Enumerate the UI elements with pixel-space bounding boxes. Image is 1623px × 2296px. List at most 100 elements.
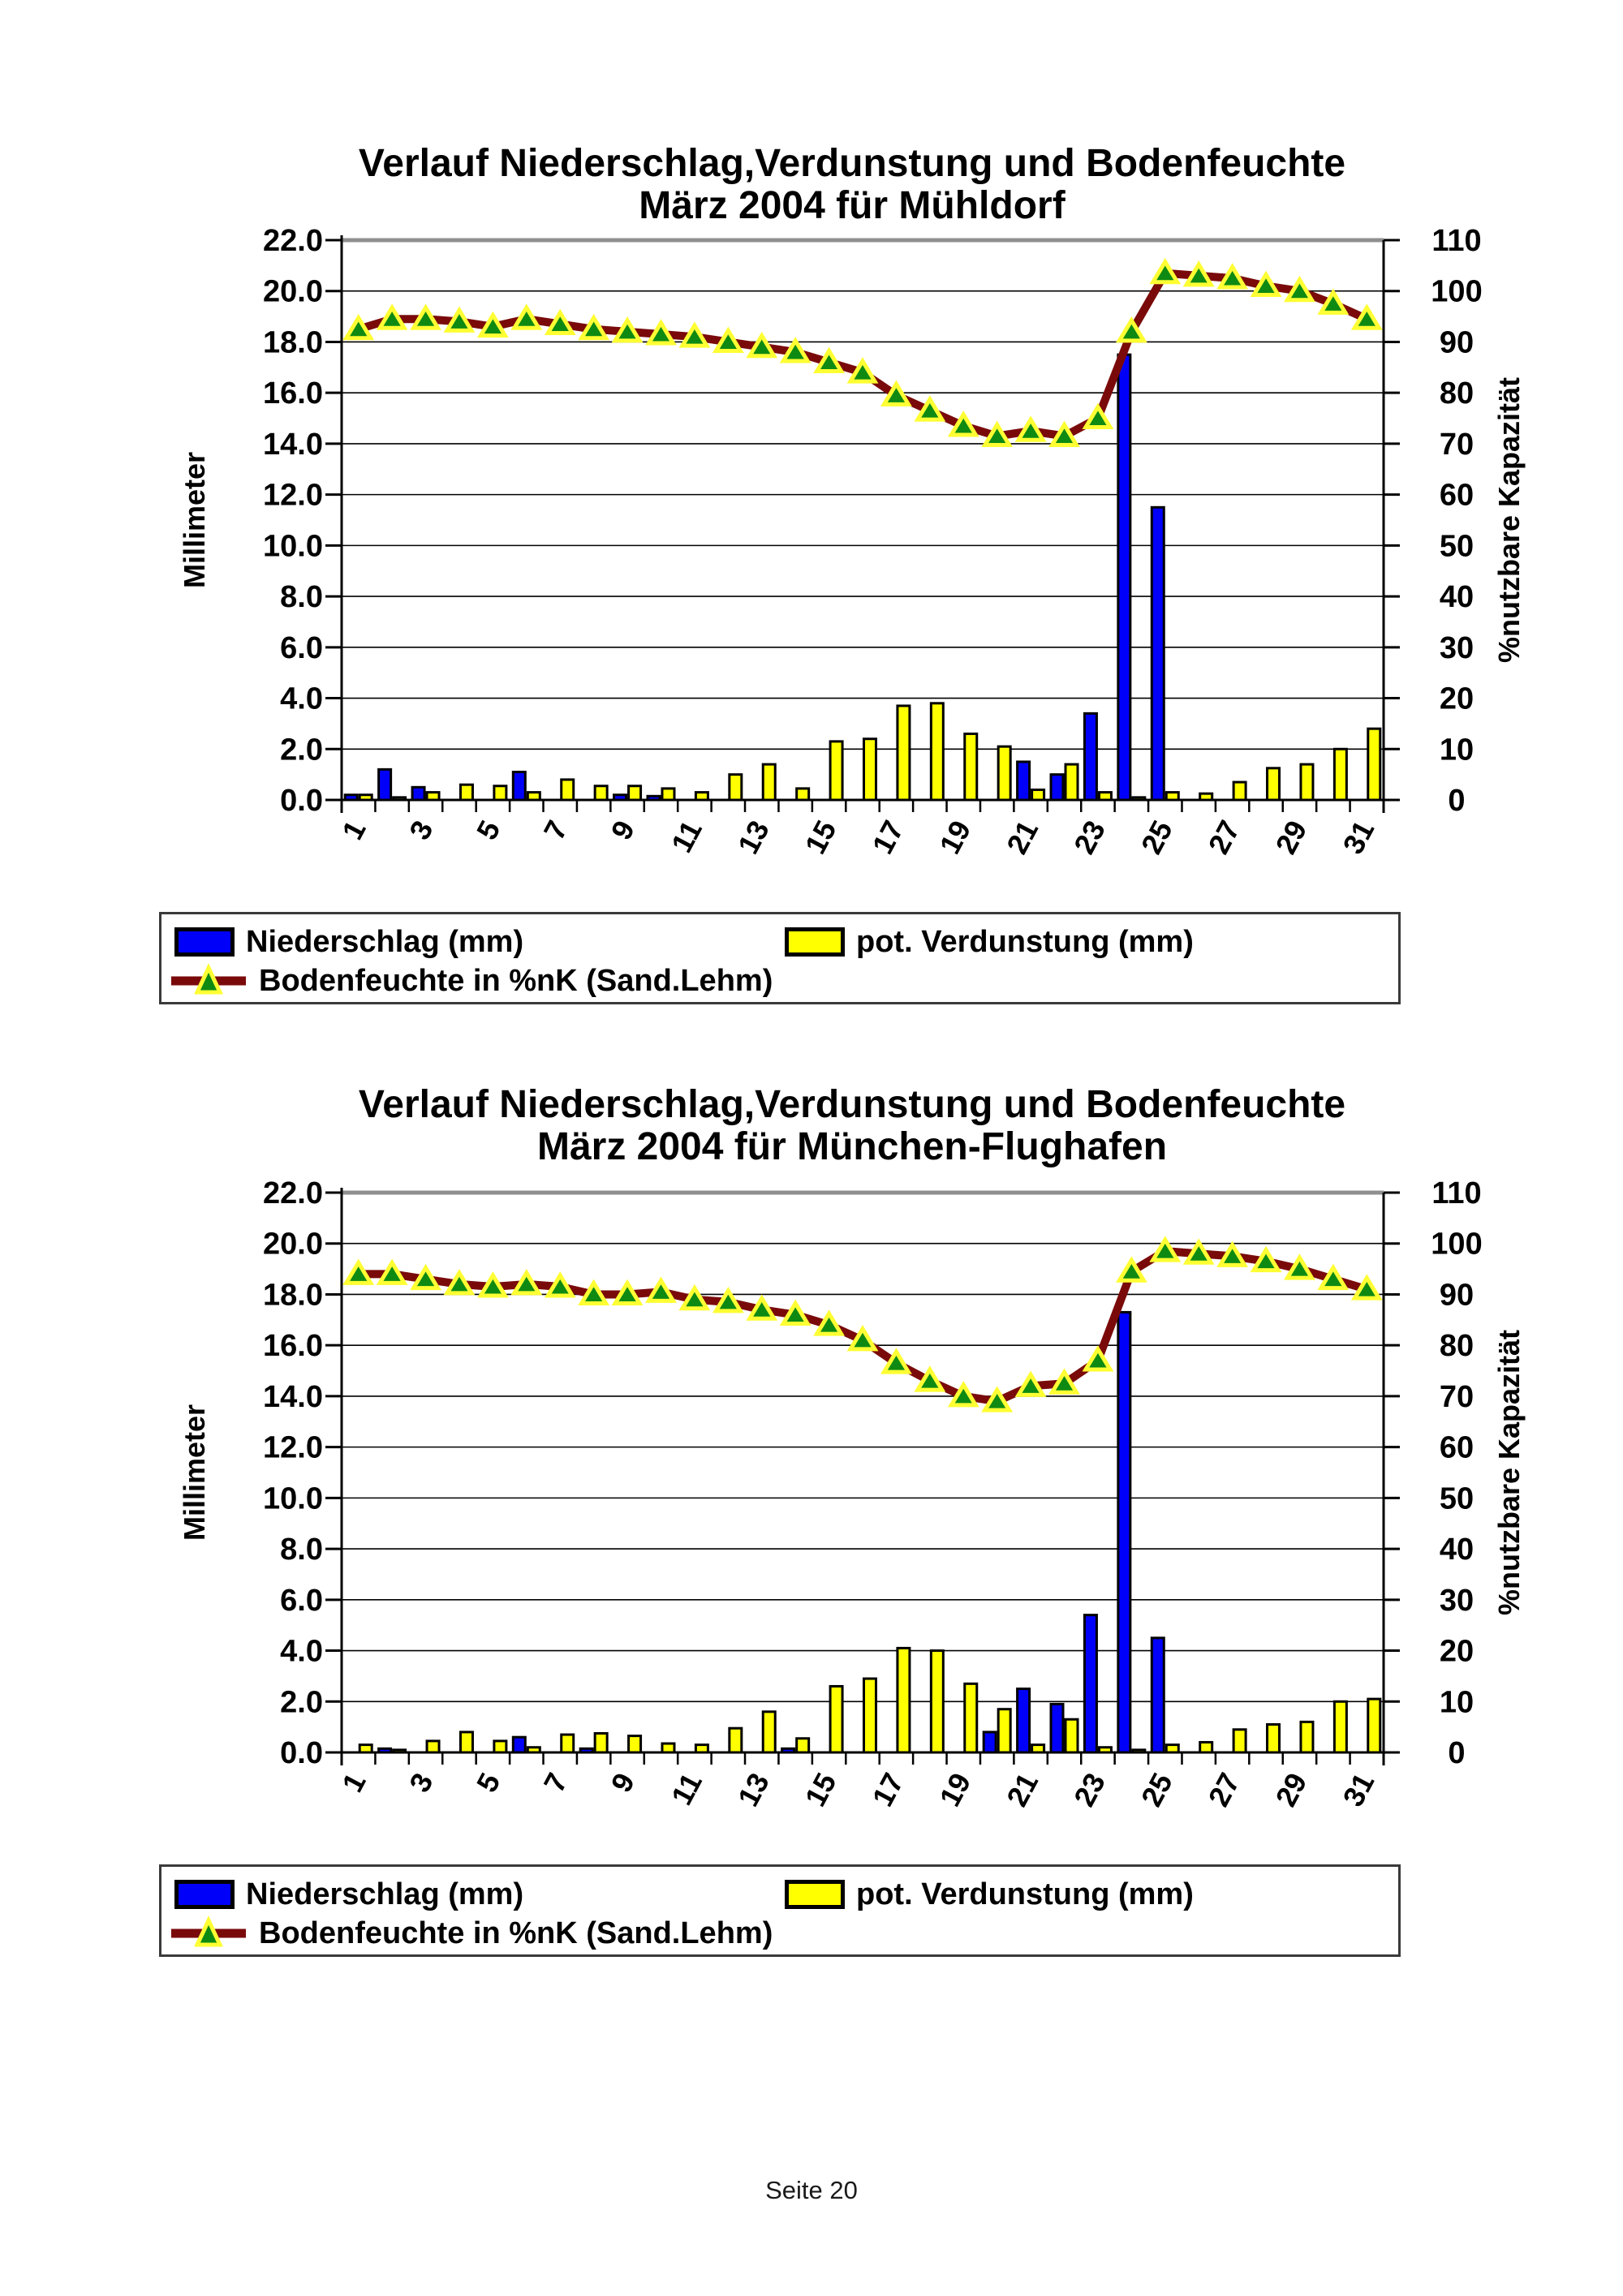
bodenfeuchte-marker-day-29 xyxy=(1284,1253,1315,1280)
right-axis-tick-label: 80 xyxy=(1440,376,1474,411)
verdunstung-bar-day-20 xyxy=(997,745,1012,802)
bodenfeuchte-marker-day-3 xyxy=(410,1263,441,1291)
verdunstung-bar-day-12 xyxy=(728,1726,743,1754)
right-axis-tick-label: 20 xyxy=(1440,1635,1474,1669)
niederschlag-bar-day-21 xyxy=(1016,760,1031,802)
right-axis-tick-label: 70 xyxy=(1440,428,1474,462)
right-axis-tick-label: 40 xyxy=(1440,1533,1474,1567)
bodenfeuchte-marker-day-17 xyxy=(880,1348,912,1374)
niederschlag-bar-day-24 xyxy=(1117,353,1132,802)
x-tick-label-21: 21 xyxy=(1000,1768,1044,1812)
right-axis-tick-label: 30 xyxy=(1440,631,1474,665)
left-axis-tick-label: 4.0 xyxy=(280,682,323,716)
bodenfeuchte-marker-day-31 xyxy=(1350,303,1383,330)
verdunstung-bar-day-16 xyxy=(863,1677,877,1754)
legend-label: pot. Verdunstung (mm) xyxy=(856,1877,1194,1911)
bodenfeuchte-marker-day-20 xyxy=(981,1386,1014,1412)
legend-label: pot. Verdunstung (mm) xyxy=(856,924,1194,959)
bodenfeuchte-marker-day-19 xyxy=(947,411,979,437)
x-tick-label-5: 5 xyxy=(470,815,507,845)
legend-item-1: Niederschlag (mm) xyxy=(174,924,523,960)
bodenfeuchte-marker-day-6 xyxy=(510,1269,543,1296)
verdunstung-bar-day-12 xyxy=(728,773,743,802)
verdunstung-bar-day-29 xyxy=(1299,1720,1315,1754)
bodenfeuchte-marker-day-1 xyxy=(342,313,375,341)
left-axis-tick-label: 12.0 xyxy=(263,479,323,513)
bodenfeuchte-marker-day-23 xyxy=(1082,1345,1114,1372)
bodenfeuchte-marker-day-25 xyxy=(1149,257,1182,285)
left-axis-tick-label: 2.0 xyxy=(280,1685,323,1719)
bodenfeuchte-marker-day-8 xyxy=(578,313,610,341)
legend-line-marker-icon xyxy=(170,1915,248,1951)
verdunstung-bar-day-9 xyxy=(627,785,643,802)
x-tick-label-13: 13 xyxy=(731,815,776,860)
legend-triangle xyxy=(194,963,223,995)
bodenfeuchte-marker-day-5 xyxy=(476,311,509,338)
niederschlag-bar-day-22 xyxy=(1049,773,1065,802)
left-axis-tick-label: 16.0 xyxy=(263,1329,323,1363)
bodenfeuchte-marker-day-16 xyxy=(846,357,879,384)
verdunstung-bar-day-19 xyxy=(963,1682,979,1754)
bodenfeuchte-marker-day-15 xyxy=(813,1309,845,1336)
niederschlag-bar-day-2 xyxy=(377,767,393,802)
left-axis-title: Millimeter xyxy=(178,1404,211,1541)
x-tick-label-1: 1 xyxy=(335,1768,372,1798)
x-tick-label-17: 17 xyxy=(865,1768,910,1812)
x-tick-label-15: 15 xyxy=(799,815,843,860)
left-axis-tick-label: 20.0 xyxy=(263,1228,323,1262)
bodenfeuchte-marker-day-23 xyxy=(1082,402,1114,430)
niederschlag-bar-day-20 xyxy=(982,1731,997,1754)
bodenfeuchte-marker-day-21 xyxy=(1014,415,1047,442)
niederschlag-bar-day-3 xyxy=(411,785,426,802)
bodenfeuchte-marker-day-12 xyxy=(712,326,744,353)
right-axis-tick-label: 60 xyxy=(1440,1431,1474,1465)
bodenfeuchte-marker-day-17 xyxy=(880,380,912,406)
legend-swatch-icon xyxy=(174,1880,235,1909)
legend-label: Bodenfeuchte in %nK (Sand.Lehm) xyxy=(259,963,773,998)
verdunstung-bar-day-29 xyxy=(1299,763,1315,802)
bodenfeuchte-marker-day-18 xyxy=(914,395,946,422)
bodenfeuchte-marker-day-27 xyxy=(1216,1240,1249,1267)
right-axis-tick-label: 110 xyxy=(1431,224,1481,258)
x-tick-label-25: 25 xyxy=(1134,815,1179,860)
legend-item-3: Bodenfeuchte in %nK (Sand.Lehm) xyxy=(170,1915,773,1951)
left-axis-tick-label: 20.0 xyxy=(263,275,323,309)
bodenfeuchte-marker-day-2 xyxy=(376,1258,408,1285)
bodenfeuchte-marker-day-19 xyxy=(947,1381,979,1408)
x-tick-label-31: 31 xyxy=(1336,1768,1380,1812)
chart2-title-line1: Verlauf Niederschlag,Verdunstung und Bod… xyxy=(358,1083,1346,1126)
x-tick-label-17: 17 xyxy=(865,815,910,860)
bodenfeuchte-marker-day-13 xyxy=(746,331,778,359)
left-axis-tick-label: 8.0 xyxy=(280,1533,323,1567)
verdunstung-bar-day-8 xyxy=(593,1731,609,1754)
verdunstung-bar-day-30 xyxy=(1332,747,1348,802)
verdunstung-bar-day-5 xyxy=(493,1739,508,1754)
verdunstung-bar-day-18 xyxy=(929,702,945,802)
right-axis-tick-label: 90 xyxy=(1440,1278,1474,1312)
bodenfeuchte-marker-day-7 xyxy=(544,1271,576,1298)
verdunstung-bar-day-10 xyxy=(661,787,676,802)
bodenfeuchte-marker-day-20 xyxy=(981,420,1014,447)
legend-line-marker-svg xyxy=(171,963,246,995)
verdunstung-bar-day-17 xyxy=(896,704,911,802)
bodenfeuchte-marker-day-12 xyxy=(712,1287,744,1314)
bodenfeuchte-marker-day-9 xyxy=(611,1279,644,1305)
x-tick-label-29: 29 xyxy=(1269,815,1314,860)
left-axis-tick-label: 10.0 xyxy=(263,1481,323,1516)
bodenfeuchte-marker-day-26 xyxy=(1182,260,1215,287)
right-axis-tick-label: 80 xyxy=(1440,1329,1474,1363)
bodenfeuchte-marker-day-10 xyxy=(645,1276,677,1303)
legend-line-marker-svg xyxy=(171,1915,246,1947)
left-axis-tick-label: 14.0 xyxy=(263,428,323,462)
x-tick-label-31: 31 xyxy=(1336,815,1380,860)
right-axis-tick-label: 60 xyxy=(1440,479,1474,513)
verdunstung-bar-day-15 xyxy=(829,740,844,802)
chart2-title-line2: März 2004 für München-Flughafen xyxy=(536,1125,1168,1168)
page-number: Seite 20 xyxy=(765,2176,858,2204)
x-tick-label-13: 13 xyxy=(731,1768,776,1812)
verdunstung-bar-day-22 xyxy=(1064,1718,1079,1754)
x-tick-label-3: 3 xyxy=(403,815,440,845)
x-tick-label-23: 23 xyxy=(1067,1768,1112,1812)
bodenfeuchte-marker-day-14 xyxy=(779,337,812,363)
